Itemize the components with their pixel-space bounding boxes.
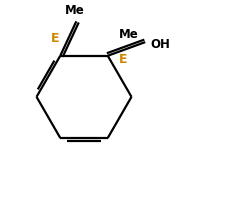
- Text: OH: OH: [150, 37, 170, 50]
- Text: Me: Me: [65, 4, 84, 17]
- Text: Me: Me: [119, 28, 138, 41]
- Text: E: E: [118, 53, 127, 66]
- Text: E: E: [51, 32, 59, 45]
